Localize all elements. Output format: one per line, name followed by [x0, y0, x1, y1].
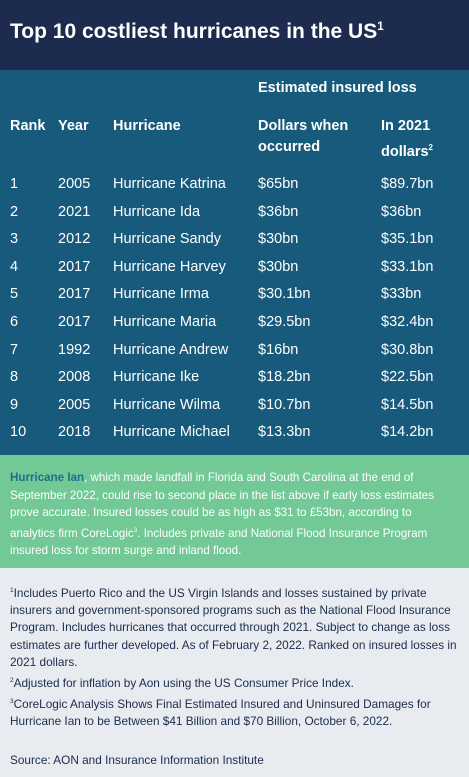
- table-cell: 2021: [58, 203, 91, 220]
- table-cell: Hurricane Katrina: [113, 176, 226, 192]
- table-cell: Hurricane Irma: [113, 286, 209, 303]
- table-cell: 8: [10, 369, 19, 386]
- column-label: Rank: [10, 118, 46, 134]
- table-cell: $14.2bn: [381, 424, 434, 441]
- table-cell: Hurricane Maria: [113, 313, 217, 330]
- header: Top 10 costliest hurricanes in the US1: [0, 0, 469, 70]
- table-cell: $30.1bn: [258, 286, 311, 303]
- table-cell: Hurricane Harvey: [113, 258, 226, 275]
- table-cell: $89.7bn: [381, 176, 434, 192]
- table-cell: $10.7bn: [258, 396, 311, 413]
- column-header: Year: [58, 116, 113, 137]
- title: Top 10 costliest hurricanes in the US: [10, 20, 378, 43]
- table-cell: 2018: [58, 424, 91, 441]
- header-row: Rank Year Hurricane Dollars when occurred In…: [0, 116, 469, 174]
- table-cell: $14.5bn: [381, 396, 434, 413]
- table-row: 8 2008 Hurricane Ike $18.2bn $22.5bn: [0, 367, 469, 395]
- table-row: 2 2021 Hurricane Ida $36bn $36bn: [0, 202, 469, 230]
- column-header: In 2021 dollars2: [381, 116, 461, 163]
- table-cell: 2005: [58, 396, 91, 413]
- table-cell: $29.5bn: [258, 313, 311, 330]
- table-row: 3 2012 Hurricane Sandy $30bn $35.1bn: [0, 229, 469, 257]
- table-cell: 2017: [58, 286, 91, 303]
- column-label: Dollars when occurred: [258, 118, 349, 155]
- table-cell: $65bn: [258, 176, 299, 192]
- table-cell: 2017: [58, 258, 91, 275]
- table-cell: 3: [10, 231, 19, 248]
- column-label: Hurricane: [113, 118, 181, 134]
- table-cell: $33.1bn: [381, 258, 434, 275]
- table-cell: 4: [10, 258, 19, 275]
- table-body: 1 2005 Hurricane Katrina $65bn $89.7bn 2 2021 H…: [0, 174, 469, 450]
- table-cell: Hurricane Ida: [113, 203, 201, 220]
- footnote: 3CoreLogic Analysis Shows Final Estimate…: [10, 693, 459, 730]
- title-marker: 1: [377, 21, 384, 33]
- table-cell: Hurricane Sandy: [113, 231, 221, 248]
- group-header: Estimated insured loss: [258, 80, 417, 96]
- column-header: Hurricane: [113, 116, 258, 137]
- table-row: 5 2017 Hurricane Irma $30.1bn $33bn: [0, 284, 469, 312]
- footnote-text: Includes Puerto Rico and the US Virgin I…: [10, 585, 457, 669]
- footnote-list: 1Includes Puerto Rico and the US Virgin …: [10, 582, 459, 730]
- table-cell: 9: [10, 396, 19, 413]
- table-cell: Hurricane Michael: [113, 424, 230, 441]
- table-cell: 1992: [58, 341, 91, 358]
- table-row: 9 2005 Hurricane Wilma $10.7bn $14.5bn: [0, 395, 469, 423]
- table-cell: Hurricane Wilma: [113, 396, 221, 413]
- table-cell: Hurricane Ike: [113, 369, 200, 386]
- table-cell: $36bn: [381, 203, 422, 220]
- footnote-marker: 1: [10, 587, 14, 594]
- footnote-text: CoreLogic Analysis Shows Final Estimated…: [10, 696, 431, 729]
- footnote: 2Adjusted for inflation by Aon using the…: [10, 672, 459, 692]
- table-cell: $32.4bn: [381, 313, 434, 330]
- table-cell: 5: [10, 286, 19, 303]
- table: Estimated insured loss Rank Year Hurricane…: [0, 70, 469, 455]
- column-header: Rank: [10, 116, 58, 137]
- table-row: 6 2017 Hurricane Maria $29.5bn $32.4bn: [0, 312, 469, 340]
- footnote-text: Adjusted for inflation by Aon using the …: [13, 675, 354, 690]
- column-label: Year: [58, 118, 89, 134]
- column-label: In 2021 dollars: [381, 118, 431, 160]
- table-cell: 2008: [58, 369, 91, 386]
- table-cell: $13.3bn: [258, 424, 311, 441]
- table-cell: 10: [10, 424, 27, 441]
- callout-highlight: Hurricane Ian: [10, 471, 85, 484]
- table-cell: $30bn: [258, 231, 299, 248]
- table-row: 10 2018 Hurricane Michael $13.3bn $14.2bn: [0, 422, 469, 450]
- table-cell: 6: [10, 313, 19, 330]
- table-cell: $35.1bn: [381, 231, 434, 248]
- table-cell: $30.8bn: [381, 341, 434, 358]
- callout-marker: 3: [133, 526, 138, 534]
- callout-text: , which made landfall in Florida and Sou…: [10, 471, 435, 540]
- table-row: 7 1992 Hurricane Andrew $16bn $30.8bn: [0, 340, 469, 368]
- footnotes: 1Includes Puerto Rico and the US Virgin …: [0, 568, 469, 770]
- table-cell: 2012: [58, 231, 91, 248]
- column-header: Dollars when occurred: [258, 116, 381, 158]
- table-cell: 2005: [58, 176, 91, 192]
- table-cell: $22.5bn: [381, 369, 434, 386]
- footnote-marker: 2: [10, 676, 14, 684]
- footnote-marker: 3: [10, 698, 14, 706]
- table-cell: 2017: [58, 313, 91, 330]
- source: Source: AON and Insurance Information In…: [10, 753, 264, 768]
- callout: Hurricane Ian, which made landfall in Fl…: [0, 455, 469, 568]
- table-cell: $36bn: [258, 203, 299, 220]
- table-cell: $18.2bn: [258, 369, 311, 386]
- table-cell: Hurricane Andrew: [113, 341, 229, 358]
- table-cell: 7: [10, 341, 19, 358]
- callout-text-end: . Includes private and National Flood In…: [10, 526, 428, 557]
- table-row: 4 2017 Hurricane Harvey $30bn $33.1bn: [0, 257, 469, 285]
- table-cell: $30bn: [258, 258, 299, 275]
- table-cell: 2: [10, 203, 19, 220]
- footnote: 1Includes Puerto Rico and the US Virgin …: [10, 582, 459, 671]
- table-cell: $16bn: [258, 341, 299, 358]
- table-cell: $33bn: [381, 286, 422, 303]
- table-cell: 1: [10, 176, 19, 192]
- table-row: 1 2005 Hurricane Katrina $65bn $89.7bn: [0, 174, 469, 202]
- column-marker: 2: [428, 143, 433, 152]
